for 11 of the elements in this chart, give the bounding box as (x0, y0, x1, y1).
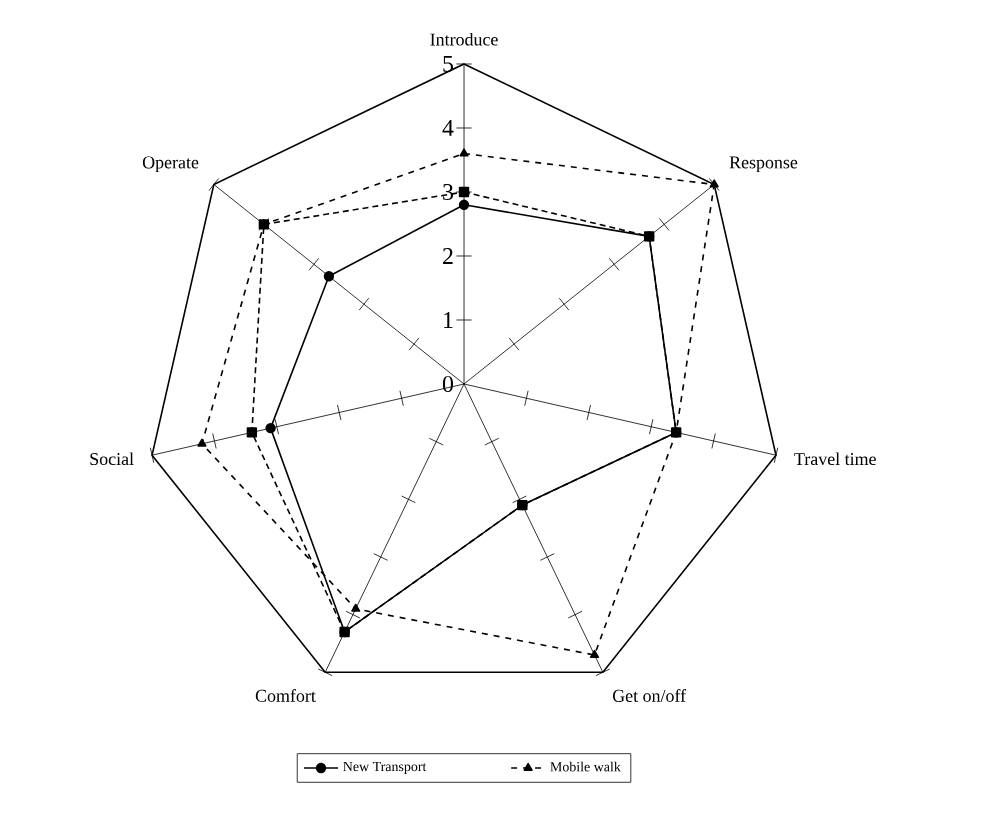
spoke-label: Get on/off (612, 689, 687, 702)
y-tick-label: 1 (444, 312, 453, 328)
spoke-label: Comfort (255, 689, 316, 702)
spoke-label: Travel time (794, 452, 876, 466)
spoke-label: Introduce (430, 32, 498, 46)
y-tick-label: 4 (442, 120, 454, 136)
y-tick-label: 5 (443, 56, 454, 72)
spoke-label: Social (90, 452, 134, 466)
spoke-label: Response (729, 156, 798, 173)
spoke-label: Operate (142, 156, 199, 173)
y-tick-label: 2 (443, 248, 453, 264)
